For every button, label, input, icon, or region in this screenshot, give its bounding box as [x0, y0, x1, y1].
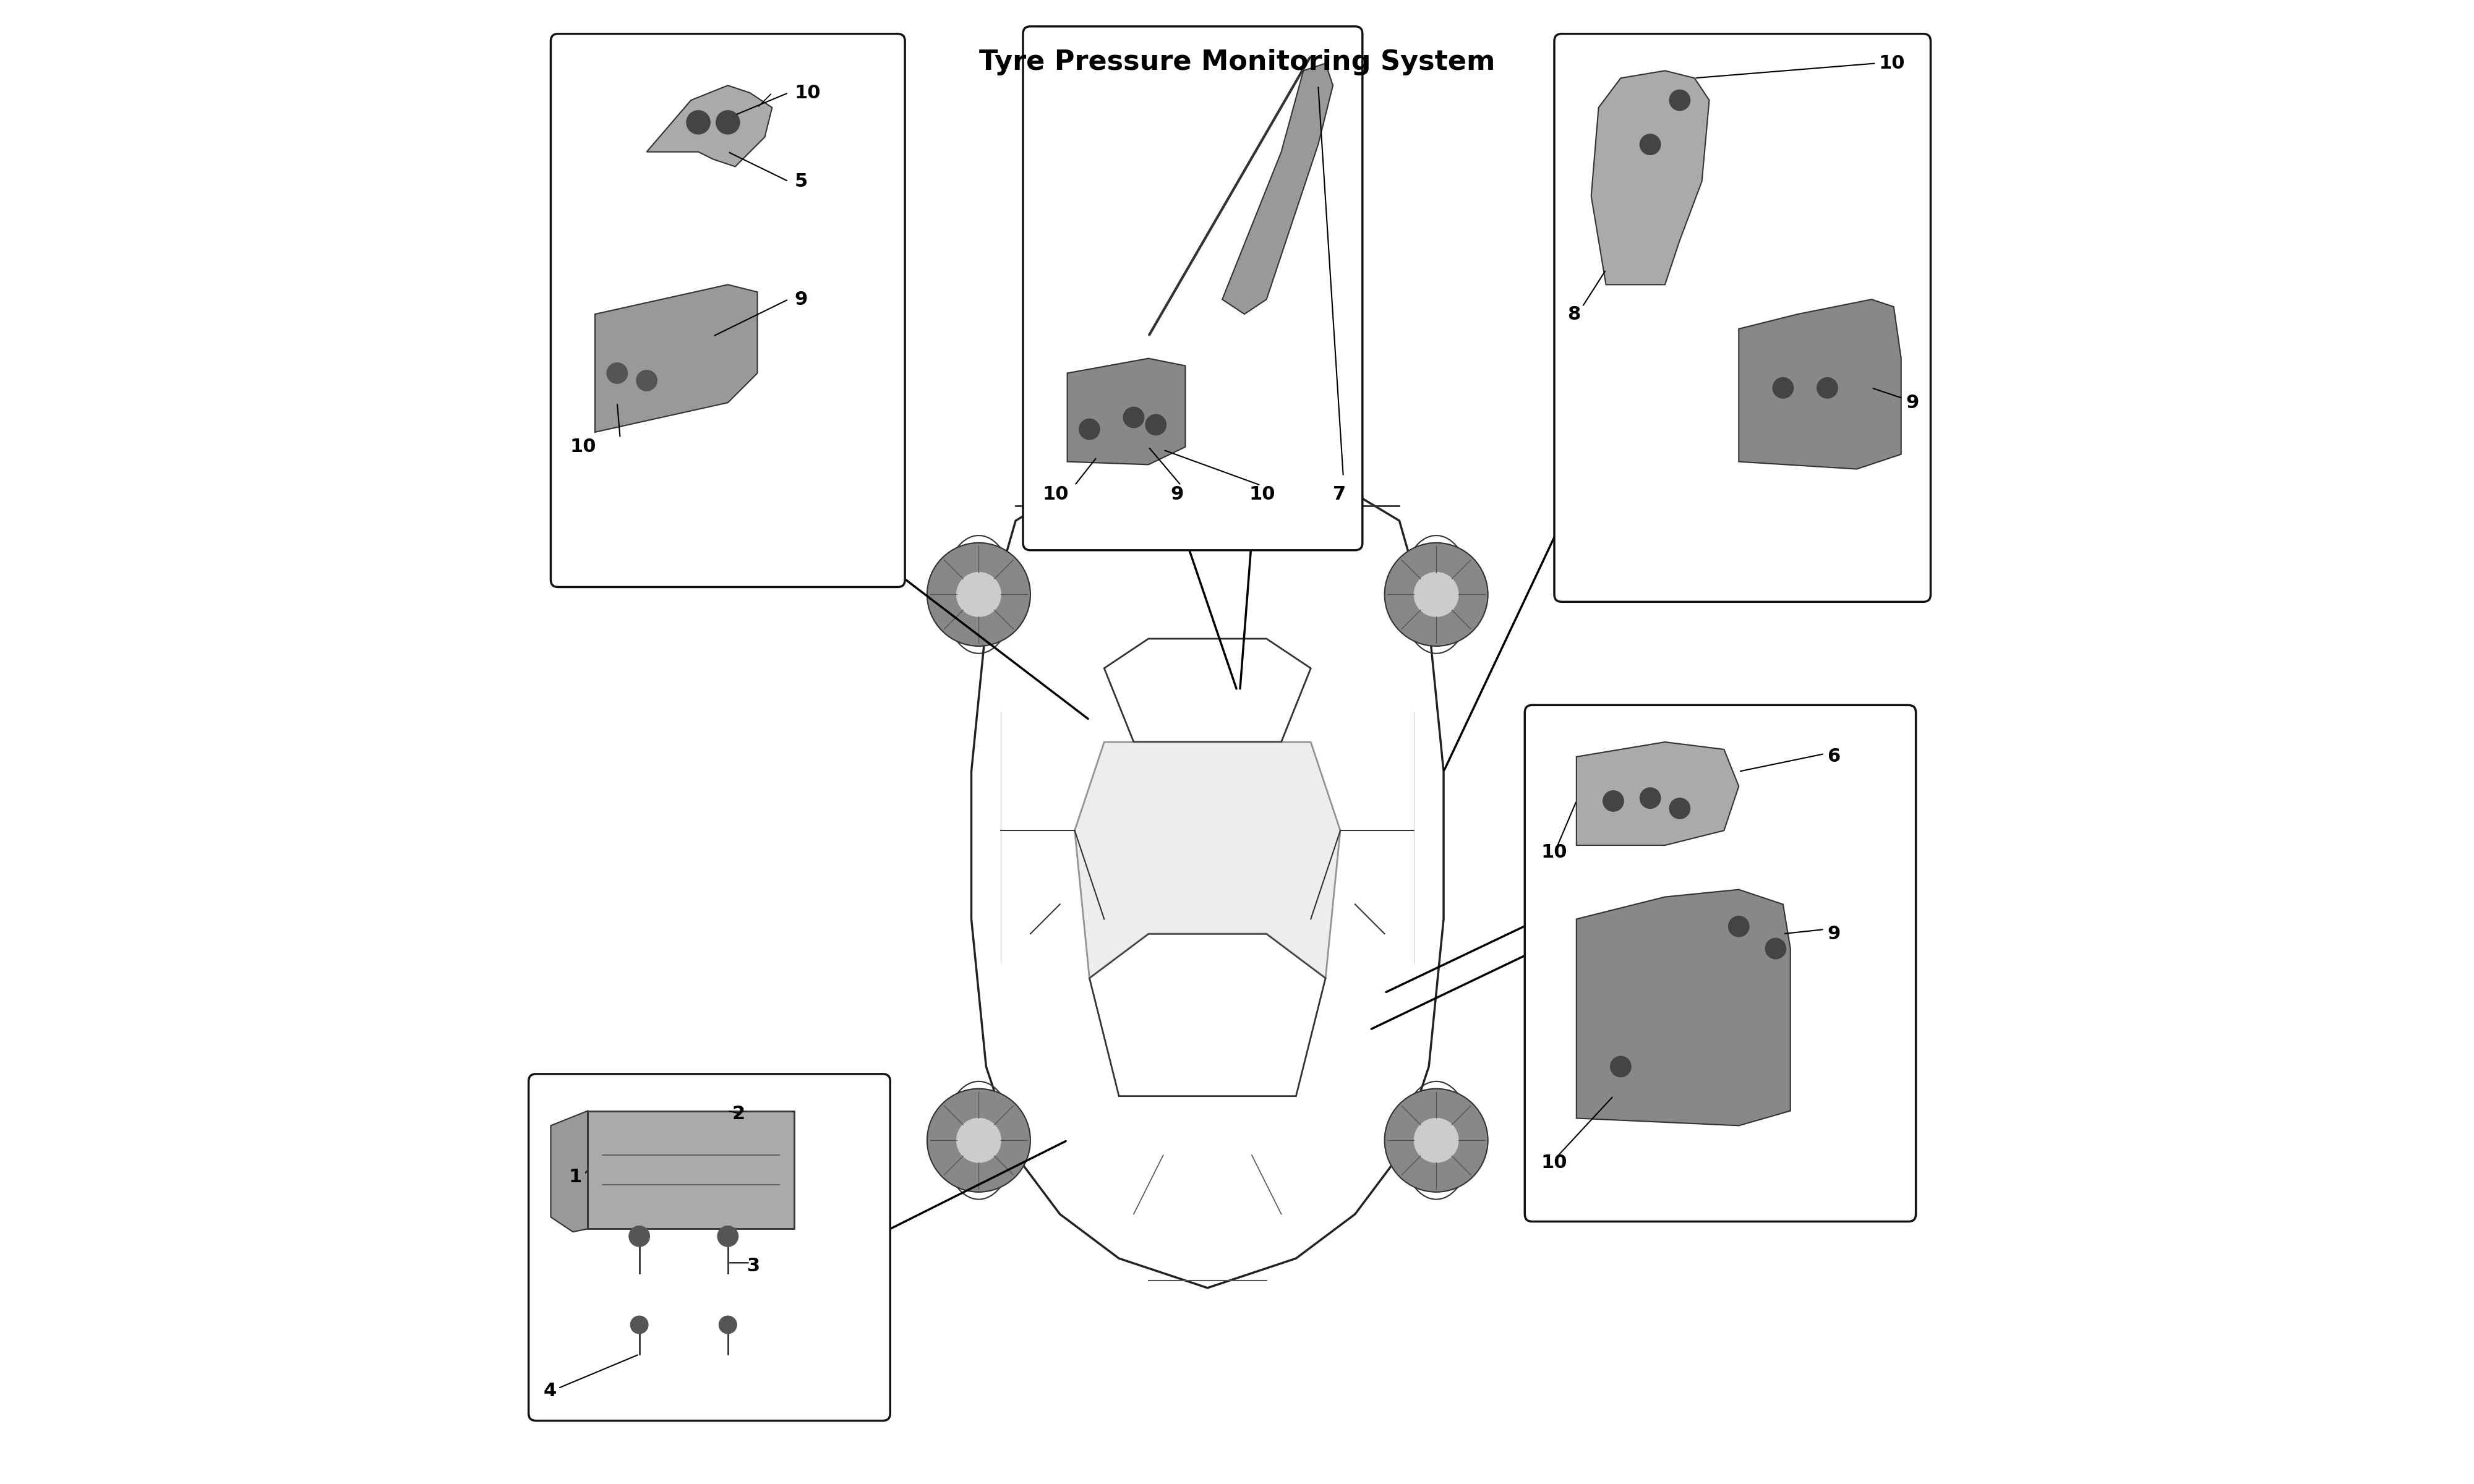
Text: 10: 10 — [1878, 55, 1905, 73]
Circle shape — [1385, 1089, 1487, 1192]
Circle shape — [1774, 377, 1794, 398]
Polygon shape — [1066, 359, 1185, 464]
Circle shape — [1079, 418, 1101, 439]
Text: 10: 10 — [794, 85, 821, 102]
Polygon shape — [596, 285, 757, 432]
Circle shape — [957, 1119, 1002, 1162]
Polygon shape — [646, 86, 772, 166]
Text: 10: 10 — [569, 438, 596, 456]
Circle shape — [1816, 377, 1838, 398]
Circle shape — [717, 1226, 737, 1247]
Circle shape — [715, 110, 740, 134]
Polygon shape — [552, 1112, 589, 1232]
FancyBboxPatch shape — [1524, 705, 1915, 1221]
Text: 9: 9 — [794, 291, 807, 309]
Circle shape — [928, 1089, 1029, 1192]
Text: 10: 10 — [1249, 485, 1274, 503]
FancyBboxPatch shape — [529, 1074, 891, 1420]
Text: 1: 1 — [569, 1168, 581, 1186]
Circle shape — [957, 573, 1002, 616]
Text: 10: 10 — [1042, 485, 1069, 503]
Circle shape — [720, 1316, 737, 1334]
Circle shape — [685, 110, 710, 134]
Polygon shape — [1591, 71, 1710, 285]
Polygon shape — [1576, 889, 1791, 1125]
Circle shape — [1385, 543, 1487, 646]
Text: 5: 5 — [794, 172, 807, 190]
Polygon shape — [1222, 64, 1333, 315]
Circle shape — [1123, 407, 1143, 427]
Circle shape — [1640, 788, 1660, 809]
Circle shape — [1603, 791, 1623, 812]
Text: 9: 9 — [1170, 485, 1185, 503]
Polygon shape — [1576, 742, 1739, 846]
Polygon shape — [1074, 742, 1341, 978]
Circle shape — [928, 543, 1029, 646]
Circle shape — [1670, 798, 1690, 819]
Text: 3: 3 — [747, 1257, 760, 1275]
Text: 8: 8 — [1569, 306, 1581, 324]
Circle shape — [1145, 414, 1165, 435]
Circle shape — [636, 370, 658, 390]
Circle shape — [1766, 938, 1786, 959]
Text: 2: 2 — [732, 1104, 745, 1123]
FancyBboxPatch shape — [589, 1112, 794, 1229]
Circle shape — [1415, 573, 1457, 616]
Circle shape — [628, 1226, 651, 1247]
Polygon shape — [1739, 300, 1900, 469]
Circle shape — [1415, 1119, 1457, 1162]
Text: 4: 4 — [544, 1382, 557, 1399]
Text: 7: 7 — [1333, 485, 1346, 503]
Circle shape — [1611, 1057, 1630, 1077]
FancyBboxPatch shape — [1554, 34, 1930, 603]
Circle shape — [1670, 91, 1690, 110]
Circle shape — [1640, 134, 1660, 154]
FancyBboxPatch shape — [552, 34, 905, 588]
Text: 10: 10 — [1541, 844, 1569, 862]
Text: 6: 6 — [1828, 748, 1841, 766]
Text: 9: 9 — [1905, 393, 1920, 411]
Circle shape — [631, 1316, 648, 1334]
Text: 10: 10 — [1541, 1153, 1569, 1171]
Circle shape — [606, 362, 628, 383]
FancyBboxPatch shape — [1024, 27, 1363, 551]
Text: 9: 9 — [1828, 925, 1841, 942]
Text: Tyre Pressure Monitoring System: Tyre Pressure Monitoring System — [980, 49, 1494, 76]
Circle shape — [1729, 916, 1749, 936]
